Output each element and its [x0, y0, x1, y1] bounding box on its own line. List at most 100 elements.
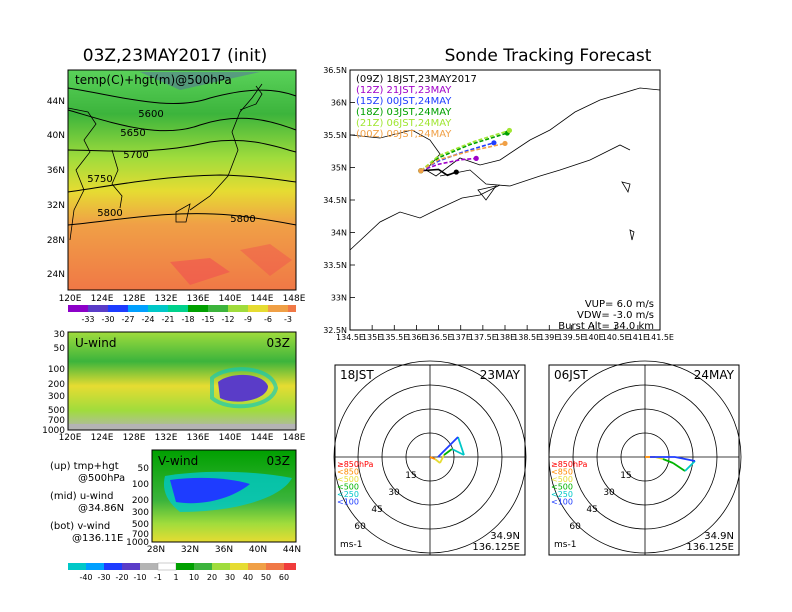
contour-label-5750: 5750: [87, 174, 112, 185]
hodo-ring-label-15: 15: [620, 471, 631, 481]
u-lon-tick-136E: 136E: [187, 433, 210, 443]
u-panel-time: 03Z: [267, 336, 291, 350]
contour-label-5650: 5650: [120, 128, 145, 139]
hodo-segment: [443, 448, 453, 456]
lon-tick-124E: 124E: [91, 294, 114, 304]
right-title: Sonde Tracking Forecast: [445, 46, 652, 66]
track-point: [491, 140, 497, 146]
contour-label-5800-b: 5800: [230, 214, 255, 225]
hodo-segment: [684, 460, 696, 472]
track-line-4: [420, 129, 510, 172]
hodo-segment: [672, 462, 686, 472]
hodo-level-0: ≥850hPa: [337, 460, 374, 469]
map-lon-tick-139E: 139E: [539, 333, 559, 342]
map-lon-tick-135.5E: 135.5E: [380, 333, 408, 342]
lon-tick-148E: 148E: [283, 294, 306, 304]
hodo-ring-label-15: 15: [405, 471, 416, 481]
v-lat-tick-44N: 44N: [283, 545, 301, 555]
u-p-tick-500: 500: [48, 406, 65, 416]
track-line-3: [420, 132, 508, 172]
hodo-lat: 34.9N: [704, 531, 734, 542]
map-lon-tick-139.5E: 139.5E: [557, 333, 585, 342]
hodo-unit: ms-1: [554, 540, 576, 550]
track-point: [453, 169, 459, 175]
hodo-segment: [429, 456, 436, 460]
temp-cb-tick: -9: [244, 315, 252, 324]
u-p-tick-100: 100: [48, 365, 65, 375]
lon-tick-136E: 136E: [187, 294, 210, 304]
upper-panel-label: temp(C)+hgt(m)@500hPa: [75, 73, 232, 87]
track-line-1: [420, 157, 477, 172]
legend-entry-1: (12Z) 21JST,23MAY: [356, 85, 452, 96]
upper-lon-ticks: 120E 124E 128E 132E 136E 140E 144E 148E: [59, 294, 306, 304]
u-lon-tick-124E: 124E: [91, 433, 114, 443]
map-lat-tick-34N: 34N: [331, 229, 347, 238]
track-line-2: [420, 142, 495, 172]
param-vup: VUP= 6.0 m/s: [585, 299, 654, 310]
note-mid-a: (mid) u-wind: [50, 491, 113, 502]
map-lon-tick-136.5E: 136.5E: [425, 333, 453, 342]
hodo-lat: 34.9N: [490, 531, 520, 542]
wind-cb-tick: -10: [133, 573, 146, 582]
note-up-b: @500hPa: [78, 473, 125, 484]
lon-tick-144E: 144E: [251, 294, 274, 304]
legend-entry-0: (09Z) 18JST,23MAY2017: [356, 74, 477, 85]
track-point: [418, 168, 424, 174]
map-lat-tick-36N: 36N: [331, 99, 347, 108]
legend-entry-5: (00Z) 09JST,24MAY: [356, 129, 452, 140]
u-lon-tick-148E: 148E: [283, 433, 306, 443]
map-lat-tick-34.5N: 34.5N: [323, 196, 347, 205]
temp-cb-tick: -3: [284, 315, 292, 324]
v-lat-ticks: 28N 32N 36N 40N 44N: [147, 545, 301, 555]
lon-tick-128E: 128E: [123, 294, 146, 304]
map-lat-tick-35N: 35N: [331, 164, 347, 173]
note-mid-b: @34.86N: [78, 503, 124, 514]
lat-tick-44N: 44N: [47, 97, 65, 107]
hodo-time: 06JST: [554, 368, 588, 382]
map-lat-ticks: 36.5N 36N 35.5N 35N 34.5N 34N 33.5N 33N 32.5N: [323, 66, 355, 335]
legend-entry-4: (21Z) 06JST,24MAY: [356, 118, 452, 129]
u-p-tick-50: 50: [54, 344, 66, 354]
hodo-level-1: <850: [337, 468, 359, 477]
temp-cb-tick: -33: [81, 315, 94, 324]
track-legend: (09Z) 18JST,23MAY2017(12Z) 21JST,23MAY(1…: [356, 74, 477, 140]
hodo-lon: 136.125E: [686, 542, 734, 553]
temp-cb-tick: -18: [181, 315, 194, 324]
hodo-ring-label-30: 30: [388, 488, 400, 498]
left-title: 03Z,23MAY2017 (init): [83, 46, 268, 66]
v-p-tick-50: 50: [138, 464, 150, 474]
hodo-ring-label-60: 60: [354, 522, 366, 532]
hodo-time: 18JST: [340, 368, 374, 382]
hodo-segment: [451, 448, 465, 456]
u-p-tick-200: 200: [48, 380, 65, 390]
v-p-tick-100: 100: [132, 480, 149, 490]
hodo-segment: [437, 436, 459, 458]
wind-cb-tick: -20: [115, 573, 128, 582]
u-lon-tick-144E: 144E: [251, 433, 274, 443]
hodo-segment: [662, 458, 674, 464]
hodo-level-5: <100: [337, 498, 359, 507]
hodo-level-3: <500: [551, 483, 573, 492]
upper-lat-ticks: 44N 40N 36N 32N 28N 24N: [47, 97, 65, 280]
lat-tick-36N: 36N: [47, 166, 65, 176]
hodo-date: 24MAY: [694, 368, 735, 382]
map-lon-tick-138E: 138E: [495, 333, 515, 342]
wind-cb-tick: -1: [154, 573, 162, 582]
lat-tick-28N: 28N: [47, 236, 65, 246]
wind-cb-tick: 20: [207, 573, 217, 582]
param-vdw: VDW= -3.0 m/s: [577, 310, 654, 321]
map-lon-ticks: 134.5E135E135.5E136E136.5E137E137.5E138E…: [336, 325, 674, 342]
wind-cb-tick: 40: [243, 573, 253, 582]
wind-cb-tick: 50: [261, 573, 271, 582]
wind-cb-tick: 1: [173, 573, 178, 582]
hodo-level-4: <250: [337, 490, 359, 499]
wind-cb-tick: 60: [279, 573, 289, 582]
hodo-date: 23MAY: [480, 368, 521, 382]
note-bot-b: @136.11E: [72, 533, 123, 544]
